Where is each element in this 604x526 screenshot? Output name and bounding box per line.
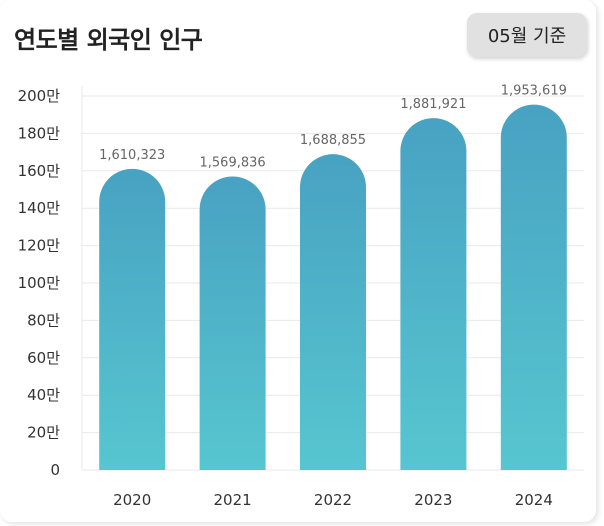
bar-2020	[99, 168, 166, 470]
y-tick-label: 140만	[18, 199, 61, 217]
x-tick-label: 2023	[414, 491, 452, 509]
bar-2024	[500, 104, 567, 470]
y-tick-label: 180만	[18, 124, 61, 142]
bar-2023	[400, 118, 467, 471]
x-tick-label: 2021	[214, 491, 252, 509]
y-tick-label: 80만	[27, 311, 60, 329]
data-label: 1,688,855	[300, 133, 366, 148]
y-tick-label: 100만	[18, 274, 61, 292]
data-label: 1,953,619	[501, 84, 567, 99]
data-label: 1,881,921	[400, 97, 466, 112]
x-tick-label: 2020	[113, 491, 151, 509]
y-tick-label: 160만	[18, 162, 61, 180]
y-tick-label: 20만	[27, 424, 60, 442]
bar-2022	[300, 154, 366, 470]
y-tick-label: 200만	[18, 87, 61, 105]
data-label: 1,610,323	[99, 148, 165, 163]
y-tick-label: 0	[50, 461, 60, 479]
y-tick-label: 40만	[27, 386, 60, 404]
chart-title: 연도별 외국인 인구	[14, 26, 203, 54]
x-tick-label: 2022	[314, 491, 352, 509]
bar-2021	[199, 176, 266, 470]
data-label: 1,569,836	[200, 155, 266, 170]
reference-month-badge: 05월 기준	[467, 13, 587, 57]
y-tick-label: 120만	[18, 237, 61, 255]
x-tick-label: 2024	[515, 491, 553, 509]
y-tick-label: 60만	[27, 349, 60, 367]
